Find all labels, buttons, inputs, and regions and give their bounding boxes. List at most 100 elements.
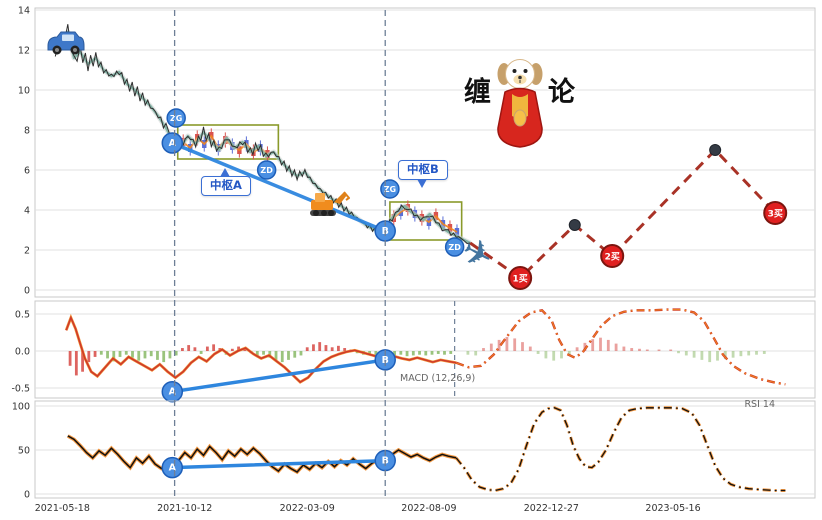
macd-hist-bar — [99, 351, 103, 355]
badge-label: A — [169, 387, 177, 398]
badge-a — [161, 456, 184, 479]
macd-hist-bar — [330, 347, 334, 351]
buy-point-label: 1买 — [513, 274, 528, 285]
y-tick-label: 100 — [12, 402, 30, 413]
macd-hist-bar — [274, 351, 278, 360]
macd-hist-bar — [424, 351, 428, 356]
car-icon — [44, 28, 88, 62]
car-icon-svg — [47, 31, 85, 55]
y-tick-label: 12 — [18, 46, 30, 57]
macd-hist-bar — [393, 351, 396, 356]
badge-label: ZG — [170, 114, 182, 123]
y-tick-label: 0 — [24, 490, 30, 501]
y-tick-label: 4 — [24, 206, 30, 217]
macd-hist-bar — [669, 349, 673, 351]
macd-hist-bar — [374, 351, 378, 356]
macd-hist-bar — [474, 351, 478, 356]
buy-point-label: 2买 — [605, 252, 620, 263]
macd-hist-bar — [405, 351, 409, 357]
macd-hist-bar — [430, 351, 434, 355]
macd-hist-bar — [536, 351, 540, 354]
badge-a — [161, 380, 184, 403]
macd-hist-bar — [324, 345, 328, 351]
macd-dif-line — [64, 313, 457, 384]
price-ma-line — [54, 30, 471, 245]
macd-hist-bar — [684, 351, 688, 356]
price-panel-border — [34, 7, 816, 298]
macd-hist-bar — [544, 351, 548, 359]
macd-hist-bar — [118, 351, 122, 357]
y-tick-label: 0 — [24, 286, 30, 297]
macd-hist-bar — [280, 351, 284, 363]
macd-hist-bar — [575, 347, 579, 351]
y-tick-label: 10 — [18, 86, 30, 97]
buy-point — [600, 244, 625, 268]
macd-projection-line-orange — [456, 309, 786, 385]
macd-hist-bar — [168, 351, 172, 359]
macd-hist-bar — [318, 342, 322, 351]
badge-zd — [444, 237, 465, 257]
excavator-icon — [308, 188, 351, 224]
price-line — [54, 24, 471, 245]
price-ab-trendline — [170, 141, 387, 233]
macd-hist-bar — [212, 344, 216, 351]
macd-hist-bar — [156, 351, 159, 360]
badge-b — [374, 349, 396, 371]
macd-hist-bar — [87, 351, 91, 363]
macd-hist-bar — [81, 351, 84, 372]
badge-zd — [256, 160, 277, 180]
mascot-left-character: 缠 — [464, 77, 491, 108]
macd-hist-bar — [700, 351, 704, 360]
badge-label: A — [169, 138, 177, 149]
macd-hist-bar — [181, 348, 184, 351]
macd-hist-bar — [622, 346, 626, 351]
macd-hist-bar — [505, 336, 509, 351]
badge-zg — [166, 108, 186, 128]
macd-hist-bar — [708, 351, 712, 363]
pivot-label-b: 中枢B — [398, 160, 448, 188]
macd-hist-bar — [299, 351, 303, 356]
macd-dea-line — [65, 315, 457, 384]
pivot-label-b-text: 中枢B — [407, 162, 439, 176]
rsi-label: RSI 14 — [744, 399, 775, 410]
x-tick-label: 2023-05-16 — [645, 503, 700, 514]
macd-panel-border — [34, 300, 816, 399]
macd-hist-bar — [630, 348, 634, 351]
macd-hist-bar — [368, 351, 372, 354]
macd-hist-bar — [731, 351, 735, 358]
macd-hist-bar — [162, 351, 166, 363]
macd-hist-bar — [411, 351, 415, 356]
macd-hist-bar — [482, 348, 485, 351]
y-tick-label: 0.0 — [15, 347, 30, 358]
y-tick-label: 2 — [24, 246, 30, 257]
macd-hist-bar — [255, 351, 259, 357]
x-tick-label: 2022-03-09 — [280, 503, 335, 514]
macd-hist-bar — [131, 351, 134, 358]
macd-hist-bar — [74, 351, 78, 376]
price-projection-line — [469, 148, 777, 280]
macd-hist-bar — [747, 351, 751, 356]
macd-hist-bar — [723, 351, 727, 360]
macd-hist-bar — [187, 345, 191, 351]
macd-hist-bar — [599, 337, 602, 351]
macd-panel: 0.50.0-0.5AB — [11, 300, 816, 403]
rsi-panel: 100500AB — [12, 400, 816, 501]
macd-label: MACD (12,26,9) — [400, 373, 476, 384]
macd-hist-bar — [205, 346, 209, 351]
y-tick-label: 0.5 — [15, 310, 30, 321]
macd-hist-bar — [68, 351, 72, 366]
macd-hist-bar — [137, 351, 141, 361]
x-tick-label: 2021-05-18 — [35, 503, 90, 514]
macd-hist-bar — [174, 351, 178, 356]
macd-hist-bar — [199, 351, 203, 354]
y-tick-label: 14 — [18, 6, 30, 17]
macd-hist-bar — [143, 351, 147, 359]
mascot-right-character: 论 — [548, 77, 575, 108]
macd-hist-bar — [489, 343, 493, 351]
macd-hist-bar — [528, 346, 532, 351]
macd-hist-bar — [583, 342, 587, 351]
macd-hist-bar — [560, 351, 563, 359]
macd-hist-bar — [106, 351, 109, 359]
